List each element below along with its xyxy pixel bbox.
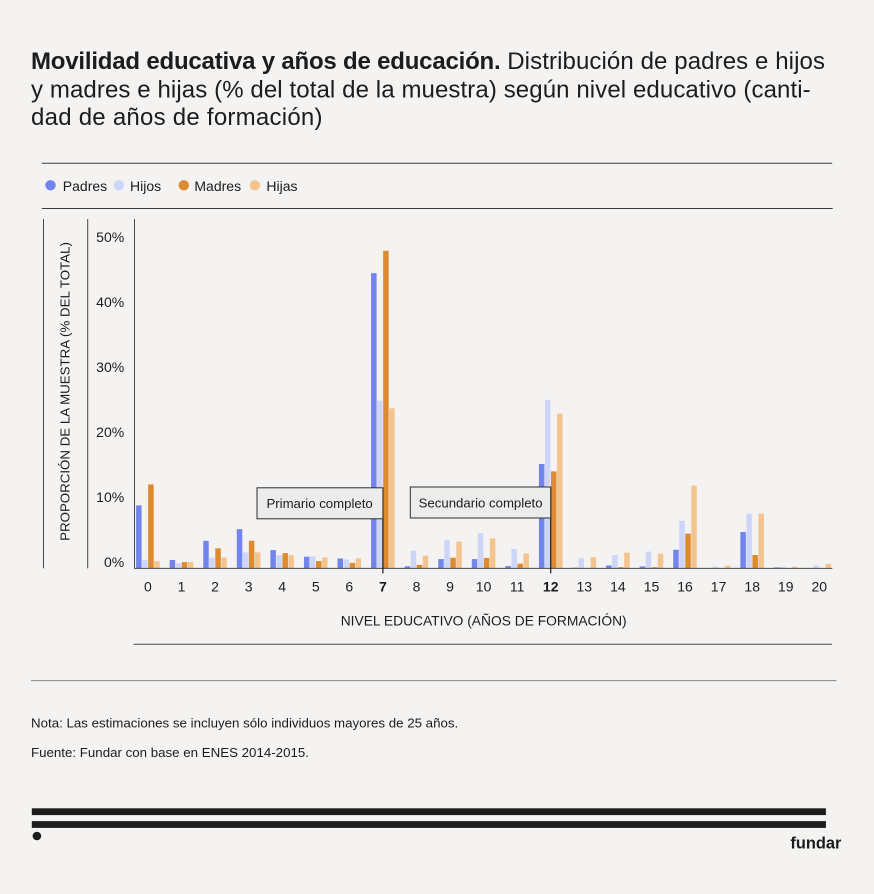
svg-text:Fuente: Fundar con base en ENE: Fuente: Fundar con base en ENES 2014-201… (31, 745, 309, 760)
svg-text:4: 4 (278, 578, 286, 594)
svg-text:5: 5 (312, 578, 320, 594)
svg-text:0%: 0% (104, 554, 124, 570)
svg-text:19: 19 (778, 578, 794, 594)
svg-text:16: 16 (677, 578, 693, 594)
svg-text:13: 13 (577, 578, 593, 594)
svg-text:3: 3 (245, 578, 253, 594)
svg-text:20: 20 (812, 578, 828, 594)
svg-text:2: 2 (211, 578, 219, 594)
svg-text:12: 12 (543, 578, 559, 594)
svg-text:20%: 20% (96, 424, 124, 440)
svg-text:9: 9 (446, 578, 454, 594)
svg-text:11: 11 (510, 578, 525, 594)
svg-text:NIVEL EDUCATIVO (AÑOS DE FORMA: NIVEL EDUCATIVO (AÑOS DE FORMACIÓN) (341, 613, 627, 629)
svg-text:fundar: fundar (790, 835, 842, 853)
svg-text:Madres: Madres (194, 178, 241, 194)
svg-text:10: 10 (476, 578, 492, 594)
svg-text:Primario completo: Primario completo (266, 496, 372, 511)
svg-text:7: 7 (379, 578, 387, 594)
svg-text:dad de años de formación): dad de años de formación) (31, 104, 323, 131)
svg-text:15: 15 (644, 578, 660, 594)
svg-text:y madres e hijas (% del total: y madres e hijas (% del total de la mues… (31, 77, 811, 104)
svg-text:17: 17 (711, 578, 727, 594)
svg-text:1: 1 (178, 578, 186, 594)
svg-text:Secundario completo: Secundario completo (419, 495, 543, 510)
svg-text:Padres: Padres (63, 178, 107, 194)
svg-text:50%: 50% (96, 229, 124, 245)
svg-text:Hijos: Hijos (130, 178, 161, 194)
svg-text:8: 8 (413, 578, 421, 594)
svg-text:6: 6 (345, 578, 353, 594)
svg-text:Movilidad educativa y años de: Movilidad educativa y años de educación.… (31, 48, 825, 75)
svg-text:PROPORCIÓN DE LA MUESTRA (% DE: PROPORCIÓN DE LA MUESTRA (% DEL TOTAL) (58, 242, 73, 541)
svg-text:14: 14 (610, 578, 626, 594)
svg-text:0: 0 (144, 578, 152, 594)
svg-text:10%: 10% (96, 489, 124, 505)
svg-text:18: 18 (744, 578, 760, 594)
svg-text:Nota: Las estimaciones se incl: Nota: Las estimaciones se incluyen sólo … (31, 715, 458, 730)
svg-text:Hijas: Hijas (266, 178, 297, 194)
svg-text:30%: 30% (96, 359, 124, 375)
svg-text:40%: 40% (96, 294, 124, 310)
